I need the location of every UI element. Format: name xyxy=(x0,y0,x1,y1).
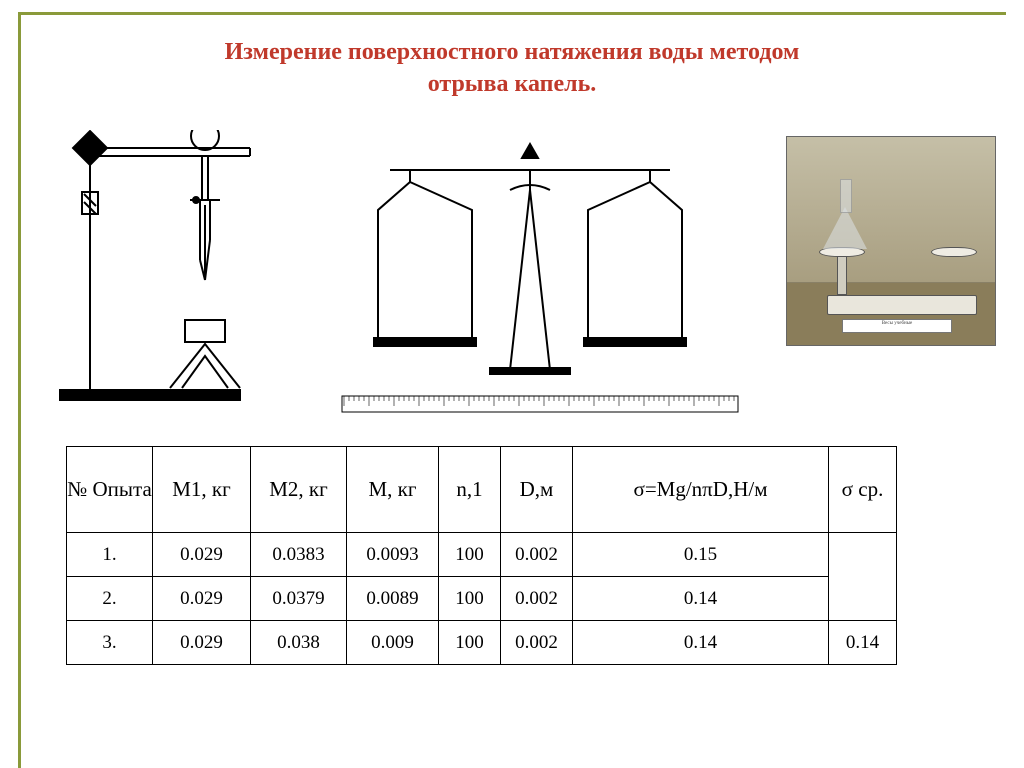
cell-n1: 100 xyxy=(439,621,501,665)
cell-sigma-sr: 0.14 xyxy=(829,621,897,665)
balance-diagram xyxy=(360,140,700,380)
cell-n: 3. xyxy=(67,621,153,665)
col-header-d: D,м xyxy=(501,447,573,533)
cell-m1: 0.029 xyxy=(153,621,251,665)
cell-m1: 0.029 xyxy=(153,577,251,621)
col-header-sr: σ ср. xyxy=(829,447,897,533)
diagram-area: Весы учебные xyxy=(40,130,1004,430)
cell-m2: 0.038 xyxy=(251,621,347,665)
col-header-m1: М1, кг xyxy=(153,447,251,533)
equipment-photo: Весы учебные xyxy=(786,136,996,346)
photo-pan-right xyxy=(931,247,977,257)
col-header-n: № Опыта xyxy=(67,447,153,533)
cell-m2: 0.0383 xyxy=(251,533,347,577)
cell-n: 2. xyxy=(67,577,153,621)
page-title: Измерение поверхностного натяжения воды … xyxy=(0,0,1024,101)
cell-sigma: 0.15 xyxy=(573,533,829,577)
cell-m1: 0.029 xyxy=(153,533,251,577)
cell-n1: 100 xyxy=(439,577,501,621)
results-table: № Опыта М1, кг М2, кг М, кг n,1 D,м σ=Mg… xyxy=(66,446,897,665)
table-row: 3. 0.029 0.038 0.009 100 0.002 0.14 0.14 xyxy=(67,621,897,665)
stand-diagram xyxy=(50,130,310,410)
cell-m: 0.0089 xyxy=(347,577,439,621)
cell-n1: 100 xyxy=(439,533,501,577)
cell-m: 0.009 xyxy=(347,621,439,665)
col-header-n1: n,1 xyxy=(439,447,501,533)
frame-left-border xyxy=(18,12,21,768)
col-header-sigma: σ=Mg/nπD,Н/м xyxy=(573,447,829,533)
cell-m: 0.0093 xyxy=(347,533,439,577)
cell-sr-spacer xyxy=(829,533,897,621)
col-header-m: М, кг xyxy=(347,447,439,533)
cell-sigma: 0.14 xyxy=(573,621,829,665)
photo-scale-column xyxy=(837,255,847,295)
table-row: 2. 0.029 0.0379 0.0089 100 0.002 0.14 xyxy=(67,577,897,621)
table-row: 1. 0.029 0.0383 0.0093 100 0.002 0.15 xyxy=(67,533,897,577)
frame-top-border xyxy=(18,12,1006,15)
cell-sigma: 0.14 xyxy=(573,577,829,621)
cell-n: 1. xyxy=(67,533,153,577)
col-header-m2: М2, кг xyxy=(251,447,347,533)
photo-scale-base xyxy=(827,295,977,315)
title-line-1: Измерение поверхностного натяжения воды … xyxy=(225,39,800,65)
ruler-diagram xyxy=(340,390,740,420)
title-line-2: отрыва капель. xyxy=(428,71,597,97)
cell-d: 0.002 xyxy=(501,577,573,621)
photo-scale-label: Весы учебные xyxy=(842,319,952,333)
table-header-row: № Опыта М1, кг М2, кг М, кг n,1 D,м σ=Mg… xyxy=(67,447,897,533)
cell-d: 0.002 xyxy=(501,533,573,577)
cell-m2: 0.0379 xyxy=(251,577,347,621)
photo-flask xyxy=(823,179,867,249)
cell-d: 0.002 xyxy=(501,621,573,665)
